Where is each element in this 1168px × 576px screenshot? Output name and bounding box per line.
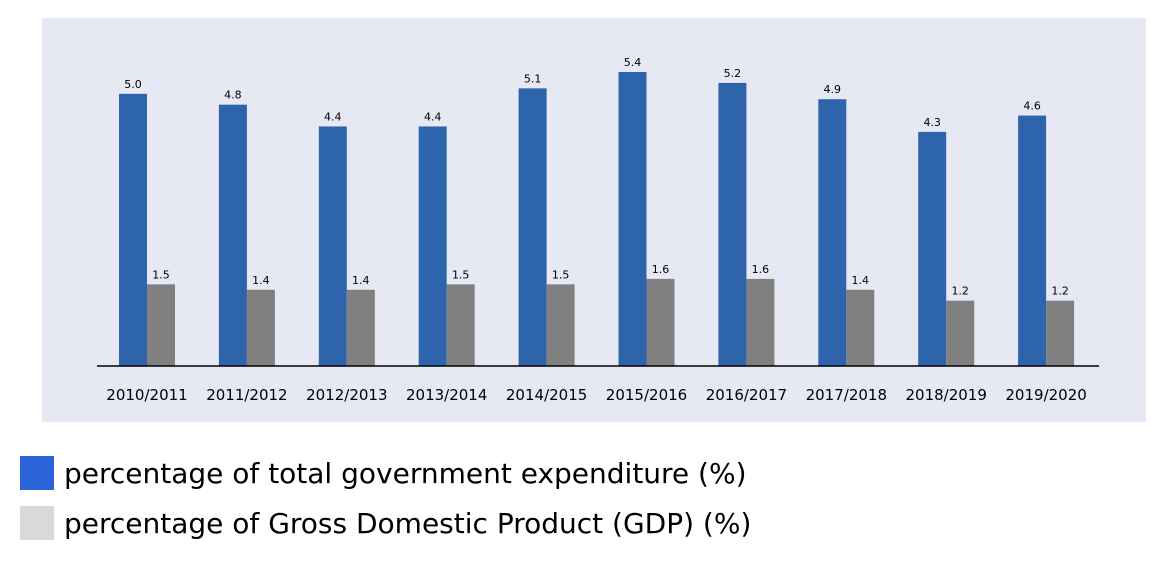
bar-expenditure [318,126,347,367]
x-tick-label: 2018/2019 [905,386,986,404]
data-label-expenditure: 5.2 [724,67,742,80]
data-label-gdp: 1.4 [852,274,870,287]
x-tick-label: 2011/2012 [206,386,287,404]
bar-gdp [246,289,275,366]
data-label-expenditure: 4.3 [923,116,941,129]
chart-panel: 5.0 1.5 2010/2011 4.8 1.4 2011/2012 4.4 1.4 2012… [42,18,1146,422]
data-label-expenditure: 5.0 [124,78,142,91]
bar-expenditure [518,88,547,366]
x-tick-label: 2013/2014 [406,386,487,404]
data-label-expenditure: 4.4 [424,110,442,123]
data-label-expenditure: 4.9 [824,83,842,96]
legend-item-gdp: percentage of Gross Domestic Product (GD… [20,506,751,540]
x-tick-label: 2017/2018 [806,386,887,404]
bar-chart: 5.0 1.5 2010/2011 4.8 1.4 2011/2012 4.4 1.4 2012… [97,56,1099,404]
legend-label-expenditure: percentage of total government expenditu… [64,456,747,490]
bar-expenditure [618,72,647,367]
data-label-gdp: 1.6 [652,263,670,276]
x-tick-label: 2010/2011 [106,386,187,404]
bar-gdp [1046,300,1075,366]
x-tick-label: 2015/2016 [606,386,687,404]
data-label-expenditure: 5.4 [624,56,642,69]
data-label-gdp: 1.6 [752,263,770,276]
data-label-gdp: 1.4 [252,274,270,287]
bar-gdp [646,278,675,366]
data-label-gdp: 1.5 [152,268,170,281]
data-label-gdp: 1.2 [1051,285,1069,298]
data-label-expenditure: 4.8 [224,89,242,102]
data-label-gdp: 1.4 [352,274,370,287]
data-label-expenditure: 5.1 [524,72,542,85]
bar-gdp [946,300,975,366]
bar-expenditure [418,126,447,367]
bar-expenditure [718,82,747,367]
bar-gdp [147,284,175,366]
x-tick-label: 2014/2015 [506,386,587,404]
bar-expenditure [119,93,147,367]
bar-expenditure [918,131,947,366]
bar-gdp [446,284,475,366]
legend-item-expenditure: percentage of total government expenditu… [20,456,747,490]
data-label-gdp: 1.2 [951,285,969,298]
legend-label-gdp: percentage of Gross Domestic Product (GD… [64,506,752,540]
data-label-gdp: 1.5 [452,268,470,281]
bar-gdp [346,289,375,366]
x-tick-label: 2019/2020 [1005,386,1086,404]
x-tick-label: 2012/2013 [306,386,387,404]
bar-gdp [546,284,575,366]
x-tick-label: 2016/2017 [706,386,787,404]
bar-expenditure [218,104,247,367]
bar-gdp [846,289,875,366]
legend-swatch-gdp [20,506,54,540]
data-label-expenditure: 4.4 [324,110,342,123]
bar-expenditure [1018,115,1047,367]
data-label-expenditure: 4.6 [1023,100,1041,113]
bar-gdp [746,278,775,366]
bar-expenditure [818,99,847,366]
data-label-gdp: 1.5 [552,268,570,281]
legend-swatch-expenditure [20,456,54,490]
